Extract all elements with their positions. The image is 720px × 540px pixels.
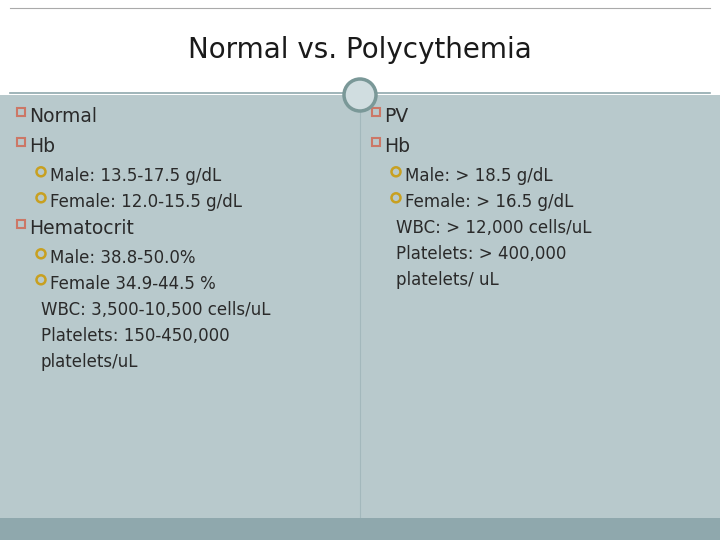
- FancyBboxPatch shape: [360, 95, 720, 518]
- Text: platelets/ uL: platelets/ uL: [396, 271, 499, 289]
- Text: Female: > 16.5 g/dL: Female: > 16.5 g/dL: [405, 193, 573, 211]
- FancyBboxPatch shape: [0, 518, 720, 540]
- Text: Normal: Normal: [29, 107, 97, 126]
- Text: Female 34.9-44.5 %: Female 34.9-44.5 %: [50, 275, 216, 293]
- Text: Normal vs. Polycythemia: Normal vs. Polycythemia: [188, 36, 532, 64]
- Text: WBC: 3,500-10,500 cells/uL: WBC: 3,500-10,500 cells/uL: [41, 301, 271, 319]
- Text: Male: > 18.5 g/dL: Male: > 18.5 g/dL: [405, 167, 553, 185]
- Text: Female: 12.0-15.5 g/dL: Female: 12.0-15.5 g/dL: [50, 193, 242, 211]
- Text: Male: 13.5-17.5 g/dL: Male: 13.5-17.5 g/dL: [50, 167, 221, 185]
- Text: Hematocrit: Hematocrit: [29, 219, 134, 238]
- Text: Hb: Hb: [29, 137, 55, 156]
- Text: platelets/uL: platelets/uL: [41, 353, 138, 371]
- Text: Male: 38.8-50.0%: Male: 38.8-50.0%: [50, 249, 196, 267]
- Text: Platelets: 150-450,000: Platelets: 150-450,000: [41, 327, 230, 345]
- Text: PV: PV: [384, 107, 408, 126]
- FancyBboxPatch shape: [0, 95, 360, 518]
- Text: Hb: Hb: [384, 137, 410, 156]
- FancyBboxPatch shape: [0, 0, 720, 95]
- Text: Platelets: > 400,000: Platelets: > 400,000: [396, 245, 567, 263]
- Circle shape: [344, 79, 376, 111]
- Text: WBC: > 12,000 cells/uL: WBC: > 12,000 cells/uL: [396, 219, 592, 237]
